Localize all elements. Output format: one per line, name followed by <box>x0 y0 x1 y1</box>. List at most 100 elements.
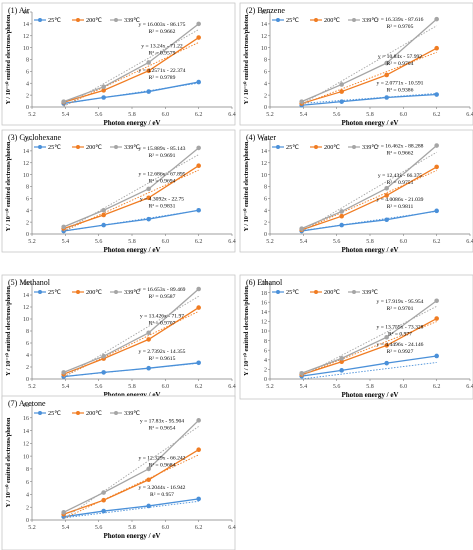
fit-equation: y = 4.3092x - 22.75 <box>140 196 184 202</box>
fit-r-squared: R² = 0.9662 <box>387 151 414 157</box>
fit-equation: y = 15.889x - 85.143 <box>139 146 186 152</box>
data-point <box>339 82 344 87</box>
y-tick-label: 0 <box>26 232 29 238</box>
x-axis-label: Photon energy / eV <box>104 246 161 254</box>
x-axis-label: Photon energy / eV <box>104 532 161 540</box>
x-tick-label: 6.2 <box>433 384 441 390</box>
x-tick-label: 6.4 <box>228 239 236 245</box>
y-tick-label: 2 <box>26 365 29 371</box>
legend-entry: 200℃ <box>86 410 102 417</box>
fit-r-squared: R² = 0.9789 <box>149 75 176 81</box>
legend-entry: 200℃ <box>324 289 340 296</box>
y-tick-label: 8 <box>26 329 29 335</box>
fit-equation: y = 16.462x - 88.288 <box>377 144 424 150</box>
y-tick-label: 10 <box>23 317 29 323</box>
x-tick-label: 5.2 <box>266 239 274 245</box>
data-point <box>299 226 304 231</box>
fit-r-squared: R² = 0.9704 <box>387 61 414 67</box>
data-point <box>339 368 344 373</box>
data-point <box>196 286 201 292</box>
y-tick-label: 16 <box>261 300 267 306</box>
legend-entry: 200℃ <box>86 17 102 24</box>
fit-r-squared: R² = 0.9927 <box>387 349 414 355</box>
panel-frame <box>1 395 236 550</box>
chart-title: (2) Benzene <box>246 6 285 15</box>
y-tick-label: 10 <box>261 173 267 179</box>
data-point <box>434 164 439 170</box>
x-tick-label: 5.6 <box>95 525 103 531</box>
legend-swatch-marker <box>76 145 80 149</box>
data-point <box>299 370 304 376</box>
x-tick-label: 5.8 <box>128 525 136 531</box>
data-point <box>196 360 201 366</box>
y-tick-label: 18 <box>23 403 29 409</box>
data-point <box>339 99 344 104</box>
data-point <box>146 337 151 342</box>
data-point <box>61 99 66 104</box>
y-tick-label: 16 <box>23 10 29 16</box>
data-point <box>196 496 201 502</box>
y-axis-label: Y / 10⁻¹⁰ emitted electrons/photon <box>5 141 12 231</box>
fit-r-squared: R² = 0.977 <box>388 332 412 338</box>
fit-r-squared: R² = 0.9707 <box>149 321 176 327</box>
y-tick-label: 2 <box>26 93 29 99</box>
data-point <box>434 16 439 22</box>
chart-panel-2: 0 2 4 6 8 10 12 14 16 5.2 5.4 5.6 5.8 6.0 6.2 6.4 Photon… <box>239 2 473 127</box>
legend-entry: 25℃ <box>48 144 61 151</box>
data-point <box>384 343 389 348</box>
data-point <box>384 193 389 198</box>
y-tick-label: 2 <box>264 220 267 226</box>
series-line <box>63 307 200 375</box>
x-tick-label: 6.2 <box>433 239 441 245</box>
y-tick-label: 0 <box>26 105 29 111</box>
series-trendline <box>63 295 199 378</box>
x-tick-label: 5.8 <box>128 384 136 390</box>
legend-entry: 25℃ <box>286 144 299 151</box>
x-tick-label: 5.4 <box>62 525 70 531</box>
data-point <box>196 21 201 27</box>
x-axis-label: Photon energy / eV <box>342 119 399 127</box>
x-tick-label: 5.6 <box>95 384 103 390</box>
chart-title: (4) Water <box>246 133 276 142</box>
series-trendline <box>63 169 199 232</box>
legend-swatch-marker <box>352 145 356 149</box>
x-tick-label: 5.8 <box>366 112 374 118</box>
y-tick-label: 16 <box>261 137 267 143</box>
data-point <box>61 224 66 230</box>
fit-equation: y = 10.84x - 57.992 <box>378 54 422 60</box>
legend-swatch-marker <box>114 145 118 149</box>
y-axis-label: Y / 10⁻¹⁰ emitted electrons/photon <box>243 286 250 376</box>
fit-equation: y = 4.0086x - 21.039 <box>377 197 424 203</box>
x-tick-label: 6.0 <box>162 239 170 245</box>
data-point <box>434 208 439 214</box>
x-tick-label: 6.4 <box>466 112 473 118</box>
y-tick-label: 8 <box>26 58 29 64</box>
x-tick-label: 6.0 <box>400 112 408 118</box>
y-tick-label: 14 <box>261 149 267 155</box>
fit-r-squared: R² = 0.9831 <box>149 203 176 209</box>
y-axis-label: Y / 10⁻¹⁰ emitted electrons/photon <box>243 141 250 231</box>
data-point <box>101 88 106 93</box>
chart-panel-5: 0 2 4 6 8 10 12 14 16 5.2 5.4 5.6 5.8 6.0 6.2 6.4 Photon… <box>1 274 236 400</box>
x-tick-label: 5.6 <box>333 384 341 390</box>
x-tick-label: 5.6 <box>95 112 103 118</box>
series-trendline <box>63 310 199 378</box>
chart-title: (1) Air <box>8 6 30 15</box>
data-point <box>384 334 389 340</box>
fit-equation: y = 13.24x - 71.22 <box>141 44 183 50</box>
data-point <box>101 95 106 100</box>
legend-swatch-marker <box>276 290 280 294</box>
chart-panel-1: 0 2 4 6 8 10 12 14 16 5.2 5.4 5.6 5.8 6.0 6.2 6.4 Photon… <box>1 2 236 127</box>
data-point <box>196 207 201 213</box>
series-line <box>63 23 200 103</box>
chart-title: (6) Ethanol <box>246 278 283 287</box>
x-tick-label: 5.6 <box>333 239 341 245</box>
fit-r-squared: R² = 0.9587 <box>149 294 176 300</box>
chart-panel-3: 0 2 4 6 8 10 12 14 16 5.2 5.4 5.6 5.8 6.0 6.2 6.4 Photon… <box>1 129 236 254</box>
series-trendline <box>301 305 437 377</box>
fit-equation: y = 17.919x - 95.954 <box>377 299 424 305</box>
data-point <box>384 360 389 366</box>
data-point <box>434 92 439 97</box>
y-tick-label: 8 <box>26 185 29 191</box>
x-tick-label: 5.4 <box>62 112 70 118</box>
